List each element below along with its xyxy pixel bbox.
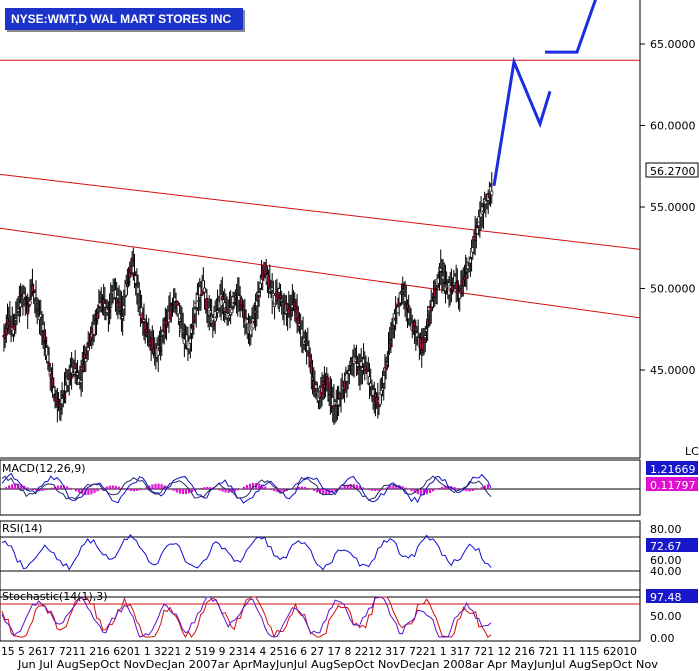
price-tick-label: 55.0000 [650, 201, 696, 214]
price-tick-label: 65.0000 [650, 38, 696, 51]
macd-value: 1.21669 [650, 463, 696, 476]
stochastic-k-line [1, 596, 492, 639]
rsi-panel [0, 533, 640, 572]
stochastic-value: 97.48 [650, 591, 682, 604]
projection-line-2 [545, 0, 597, 54]
trend-line [0, 227, 641, 319]
x-axis-day-ticks: 15 5 2617 7211 216 6201 1 3221 2 519 9 2… [1, 645, 637, 658]
macd-signal-box [646, 477, 698, 491]
price-axis: 65.0000 60.0000 55.0000 50.0000 45.0000 [640, 38, 696, 377]
rsi-value: 72.67 [650, 540, 682, 553]
stochastic-level-0: 0.00 [650, 632, 675, 645]
corner-label: LC [685, 445, 699, 458]
stochastic-d-line [1, 596, 492, 638]
price-candle [490, 190, 494, 196]
price-tick-label: 45.0000 [650, 364, 696, 377]
macd-panel [0, 472, 640, 504]
rsi-level-80: 80.00 [650, 523, 682, 536]
macd-title: MACD(12,26,9) [2, 462, 86, 475]
macd-signal-value: 0.11797 [650, 479, 696, 492]
price-candle [29, 294, 33, 297]
price-candle [387, 353, 391, 356]
stochastic-panel [0, 596, 640, 639]
stochastic-value-box [646, 589, 698, 603]
price-tick-label: 60.0000 [650, 120, 696, 133]
x-axis-month-ticks: Jun Jul AugSepOct NovDecJan 2007ar AprMa… [17, 658, 659, 671]
price-candle [339, 398, 343, 400]
price-tick-label: 50.0000 [650, 283, 696, 296]
price-candle [455, 280, 459, 282]
rsi-title: RSI(14) [2, 522, 42, 535]
trend-line [0, 173, 641, 250]
last-price-label: 56.2700 [650, 165, 696, 178]
rsi-line [1, 533, 492, 571]
last-price-box [645, 162, 699, 178]
price-bars [2, 172, 494, 425]
price-candle [109, 305, 113, 308]
projection-lines [492, 0, 597, 187]
macd-signal-line [1, 475, 492, 502]
symbol-title: NYSE:WMT,D WAL MART STORES INC [5, 8, 243, 30]
reference-lines [0, 59, 641, 319]
projection-line [492, 56, 552, 187]
stochastic-title: Stochastic(14(1),3) [2, 590, 108, 603]
price-candle [28, 300, 32, 305]
rsi-level-60: 60.00 [650, 554, 682, 567]
panel-frames [0, 0, 641, 642]
macd-line [1, 472, 492, 504]
macd-value-box [646, 461, 698, 475]
rsi-value-box [646, 538, 698, 552]
rsi-level-40: 40.00 [650, 565, 682, 578]
stochastic-level-50: 50.00 [650, 610, 682, 623]
